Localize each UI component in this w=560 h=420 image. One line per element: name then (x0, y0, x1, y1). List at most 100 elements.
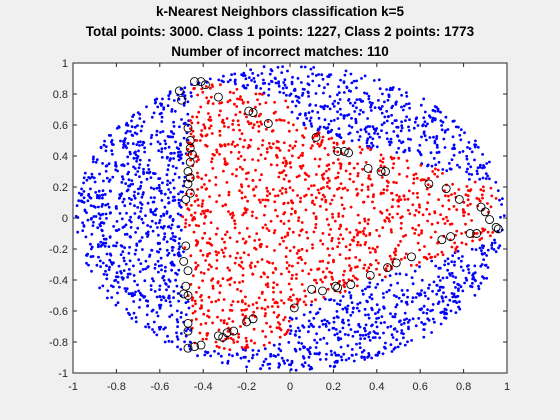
class-2-point (89, 187, 92, 191)
class-2-point (439, 311, 443, 314)
class-1-point (270, 305, 274, 308)
class-1-point (356, 192, 360, 196)
class-1-point (228, 348, 232, 352)
class-1-point (201, 253, 205, 257)
class-2-point (176, 320, 180, 324)
class-2-point (376, 282, 379, 286)
class-1-point (301, 151, 304, 155)
class-2-point (328, 107, 332, 111)
class-2-point (312, 316, 316, 320)
class-1-point (286, 201, 290, 205)
class-2-point (464, 276, 468, 280)
class-2-point (165, 288, 168, 292)
class-2-point (276, 65, 280, 69)
class-2-point (91, 160, 95, 164)
class-1-point (292, 293, 295, 297)
class-2-point (101, 261, 105, 265)
class-2-point (403, 343, 407, 347)
class-2-point (89, 255, 93, 259)
class-2-point (164, 265, 167, 269)
class-2-point (391, 315, 395, 319)
class-2-point (142, 120, 146, 124)
class-1-point (296, 261, 300, 265)
class-2-point (332, 105, 336, 108)
class-1-point (382, 188, 386, 192)
class-2-point (126, 129, 129, 133)
class-2-point (105, 217, 108, 220)
class-2-point (352, 79, 356, 83)
class-1-point (374, 250, 377, 254)
class-2-point (357, 323, 360, 327)
class-2-point (159, 102, 162, 105)
class-2-point (402, 321, 406, 325)
class-1-point (334, 176, 338, 180)
class-1-point (202, 212, 206, 215)
class-1-point (285, 330, 289, 334)
class-2-point (370, 297, 374, 301)
class-1-point (255, 216, 258, 220)
class-1-point (374, 259, 378, 262)
class-2-point (291, 75, 294, 79)
class-1-point (416, 241, 420, 245)
class-1-point (420, 229, 424, 233)
class-1-point (277, 146, 280, 150)
class-2-point (308, 367, 312, 371)
class-2-point (118, 212, 122, 215)
class-2-point (363, 327, 366, 330)
class-2-point (147, 171, 151, 175)
class-2-point (177, 254, 181, 258)
incorrect-match-marker (248, 108, 258, 118)
class-2-point (222, 74, 225, 78)
class-1-point (207, 268, 210, 271)
class-1-point (280, 272, 283, 276)
class-1-point (275, 118, 278, 122)
class-1-point (258, 92, 262, 96)
class-1-point (294, 140, 298, 144)
class-2-point (338, 91, 341, 94)
class-1-point (196, 188, 200, 191)
class-1-point (302, 300, 306, 304)
class-1-point (355, 284, 359, 288)
class-1-point (271, 298, 275, 301)
class-1-point (214, 340, 218, 344)
class-1-point (304, 126, 308, 130)
class-2-point (428, 136, 432, 139)
class-1-point (245, 115, 248, 119)
class-1-point (342, 141, 345, 145)
class-2-point (413, 120, 417, 124)
class-1-point (325, 169, 328, 173)
class-2-point (308, 346, 312, 350)
class-2-point (107, 268, 111, 271)
class-1-point (199, 323, 203, 326)
incorrect-match-marker (190, 342, 199, 352)
class-1-point (244, 345, 247, 349)
class-1-point (288, 144, 292, 148)
class-2-point (157, 264, 161, 268)
class-2-point (311, 79, 315, 83)
class-2-point (287, 341, 291, 344)
class-1-point (300, 247, 304, 251)
class-2-point (115, 229, 119, 233)
class-2-point (102, 143, 106, 147)
class-2-point (189, 329, 193, 332)
class-2-point (304, 113, 307, 117)
class-2-point (345, 310, 349, 314)
class-1-point (450, 222, 454, 226)
class-1-point (457, 188, 461, 191)
class-2-point (335, 332, 339, 336)
class-2-point (112, 225, 115, 228)
class-1-point (349, 205, 353, 209)
class-2-point (454, 125, 458, 129)
class-2-point (374, 320, 378, 324)
class-2-point (129, 130, 132, 133)
class-2-point (393, 315, 397, 319)
incorrect-match-marker (381, 167, 390, 176)
class-2-point (126, 272, 130, 276)
class-2-point (107, 134, 111, 137)
class-2-point (378, 135, 381, 139)
class-1-point (383, 219, 387, 223)
class-2-point (372, 79, 376, 82)
class-2-point (311, 72, 314, 76)
class-2-point (357, 138, 361, 142)
class-2-point (176, 345, 179, 349)
